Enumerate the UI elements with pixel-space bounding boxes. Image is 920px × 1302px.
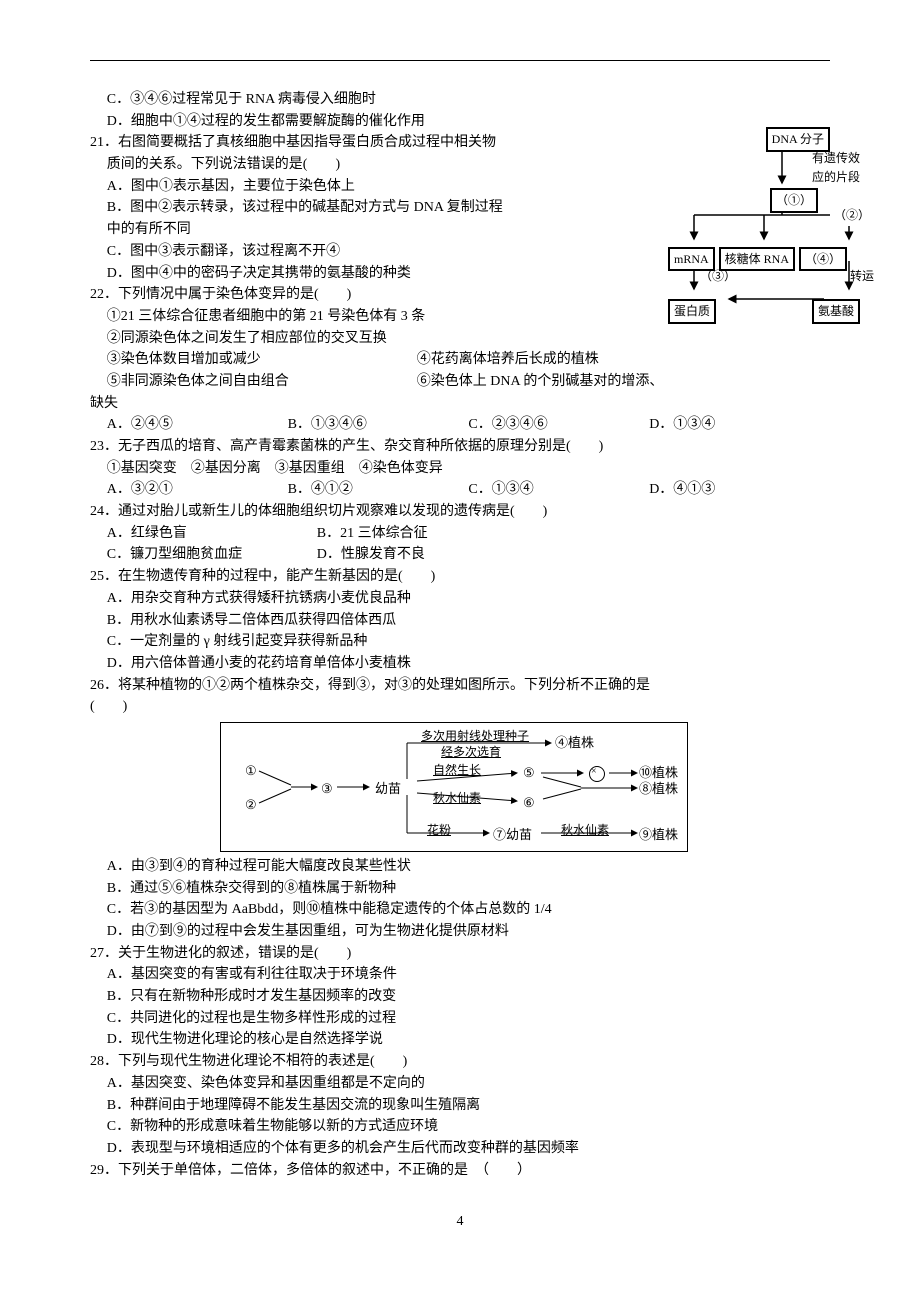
q22-s6: ⑥染色体上 DNA 的个别碱基对的增添、 — [417, 371, 664, 393]
q24-a: A．红绿色盲 — [107, 523, 317, 545]
q21-c: C．图中③表示翻译，该过程离不开④ — [107, 241, 570, 263]
q26-p4: ④植株 — [555, 733, 594, 753]
q21-a: A．图中①表示基因，主要位于染色体上 — [107, 176, 570, 198]
q25-stem: 25．在生物遗传育种的过程中，能产生新基因的是( ) — [90, 566, 830, 588]
q20-opt-c: C．③④⑥过程常见于 RNA 病毒侵入细胞时 — [107, 89, 830, 111]
q23-d: D．④①③ — [649, 479, 830, 501]
q22-opts: A．②④⑤ B．①③④⑥ C．②③④⑥ D．①③④ — [107, 414, 830, 436]
q27-stem: 27．关于生物进化的叙述，错误的是( ) — [90, 943, 830, 965]
q23-b: B．④①② — [288, 479, 469, 501]
q24-row2: C．镰刀型细胞贫血症 D．性腺发育不良 — [107, 544, 830, 566]
q24-c: C．镰刀型细胞贫血症 — [107, 544, 317, 566]
q26-n3: ③ — [321, 779, 333, 799]
q27-c: C．共同进化的过程也是生物多样性形成的过程 — [107, 1008, 830, 1030]
q25-b: B．用秋水仙素诱导二倍体西瓜获得四倍体西瓜 — [107, 610, 830, 632]
q22-s5: ⑤非同源染色体之间自由组合 — [107, 371, 417, 393]
q26-ym: 幼苗 — [375, 779, 401, 799]
q26-a: A．由③到④的育种过程可能大幅度改良某些性状 — [107, 856, 830, 878]
q22-d: D．①③④ — [649, 414, 830, 436]
q26-d: D．由⑦到⑨的过程中会发生基因重组，可为生物进化提供原材料 — [107, 921, 830, 943]
q26-zr: 自然生长 — [433, 761, 481, 780]
q21-dna: DNA 分子 — [766, 127, 830, 152]
q22-s34: ③染色体数目增加或减少 ④花药离体培养后长成的植株 — [107, 349, 830, 371]
q21-diagram: DNA 分子 有遗传效 应的片段 （①） （②） mRNA 核糖体 RNA （④… — [670, 127, 860, 323]
q26-n7: ⑦幼苗 — [493, 825, 532, 845]
q21-stem-1: 21．右图简要概括了真核细胞中基因指导蛋白质合成过程中相关物 — [90, 132, 570, 154]
q26-p8: ⑧植株 — [639, 779, 678, 799]
q26-c: C．若③的基因型为 AaBbdd，则⑩植株中能稳定遗传的个体占总数的 1/4 — [107, 899, 830, 921]
q21-n1: （①） — [770, 188, 818, 213]
q21-n4: （④） — [799, 247, 847, 272]
q21-trna: 转运 — [850, 267, 874, 286]
top-rule — [90, 60, 830, 61]
q24-b: B．21 三体综合征 — [317, 523, 428, 545]
q27-a: A．基因突变的有害或有利往往取决于环境条件 — [107, 964, 830, 986]
q22-s6b: 缺失 — [90, 393, 830, 415]
q21-n3: （③） — [700, 267, 736, 286]
q28-stem: 28．下列与现代生物进化理论不相符的表述是( ) — [90, 1051, 830, 1073]
q22-c: C．②③④⑥ — [468, 414, 649, 436]
q26-hf: 花粉 — [427, 821, 451, 840]
q26-b: B．通过⑤⑥植株杂交得到的⑧植株属于新物种 — [107, 878, 830, 900]
q22-s3: ③染色体数目增加或减少 — [107, 349, 417, 371]
q23-a: A．③②① — [107, 479, 288, 501]
q25-a: A．用杂交育种方式获得矮秆抗锈病小麦优良品种 — [107, 588, 830, 610]
q21: 21．右图简要概括了真核细胞中基因指导蛋白质合成过程中相关物 质间的关系。下列说… — [90, 132, 830, 284]
q22-b: B．①③④⑥ — [288, 414, 469, 436]
q23-stem: 23．无子西瓜的培育、高产青霉素菌株的产生、杂交育种所依据的原理分别是( ) — [90, 436, 830, 458]
q28-a: A．基因突变、染色体变异和基因重组都是不定向的 — [107, 1073, 830, 1095]
q29-stem: 29．下列关于单倍体，二倍体，多倍体的叙述中，不正确的是 （ ） — [90, 1160, 830, 1182]
q26-otimes: × — [589, 763, 605, 783]
q26-qs2: 秋水仙素 — [561, 821, 609, 840]
page-number: 4 — [90, 1211, 830, 1233]
q21-b2: 中的有所不同 — [107, 219, 570, 241]
q25-c: C．一定剂量的 γ 射线引起变异获得新品种 — [107, 631, 830, 653]
q22-s56: ⑤非同源染色体之间自由组合 ⑥染色体上 DNA 的个别碱基对的增添、 — [107, 371, 830, 393]
q23-c: C．①③④ — [468, 479, 649, 501]
q26-stem: 26．将某种植物的①②两个植株杂交，得到③，对③的处理如图所示。下列分析不正确的… — [90, 675, 830, 697]
q28-c: C．新物种的形成意味着生物能够以新的方式适应环境 — [107, 1116, 830, 1138]
q21-d: D．图中④中的密码子决定其携带的氨基酸的种类 — [107, 263, 570, 285]
q25-d: D．用六倍体普通小麦的花药培育单倍体小麦植株 — [107, 653, 830, 675]
q22-a: A．②④⑤ — [107, 414, 288, 436]
q21-aa: 氨基酸 — [812, 299, 860, 324]
q21-side1a: 有遗传效 — [812, 151, 860, 165]
q26-p9: ⑨植株 — [639, 825, 678, 845]
q23-opts: A．③②① B．④①② C．①③④ D．④①③ — [107, 479, 830, 501]
q26-l1c: 经多次选育 — [441, 743, 501, 762]
q26-n2: ② — [245, 795, 257, 815]
q22-s2: ②同源染色体之间发生了相应部位的交叉互换 — [107, 328, 830, 350]
q26-stem2: ( ) — [90, 696, 830, 718]
q26-n5: ⑤ — [523, 763, 535, 783]
q28-b: B．种群间由于地理障碍不能发生基因交流的现象叫生殖隔离 — [107, 1095, 830, 1117]
q24-stem: 24．通过对胎儿或新生儿的体细胞组织切片观察难以发现的遗传病是( ) — [90, 501, 830, 523]
q26-diagram: ① ② ③ 幼苗 多次用射线处理种子 经多次选育 ④植株 自然生长 ⑤ × ⑩植… — [220, 722, 688, 852]
q24-row1: A．红绿色盲 B．21 三体综合征 — [107, 523, 830, 545]
q21-prot: 蛋白质 — [668, 299, 716, 324]
q27-b: B．只有在新物种形成时才发生基因频率的改变 — [107, 986, 830, 1008]
q27-d: D．现代生物进化理论的核心是自然选择学说 — [107, 1029, 830, 1051]
q21-side1b: 应的片段 — [812, 170, 860, 184]
q26-n1: ① — [245, 761, 257, 781]
q26-n6: ⑥ — [523, 793, 535, 813]
q21-stem-2: 质间的关系。下列说法错误的是( ) — [107, 154, 570, 176]
q28-d: D．表现型与环境相适应的个体有更多的机会产生后代而改变种群的基因频率 — [107, 1138, 830, 1160]
q23-s: ①基因突变 ②基因分离 ③基因重组 ④染色体变异 — [107, 458, 830, 480]
q24-d: D．性腺发育不良 — [317, 544, 425, 566]
q26-qs: 秋水仙素 — [433, 789, 481, 808]
q22-s4: ④花药离体培养后长成的植株 — [417, 349, 599, 371]
q21-b1: B．图中②表示转录，该过程中的碱基配对方式与 DNA 复制过程 — [107, 197, 570, 219]
q21-n2: （②） — [830, 205, 874, 226]
